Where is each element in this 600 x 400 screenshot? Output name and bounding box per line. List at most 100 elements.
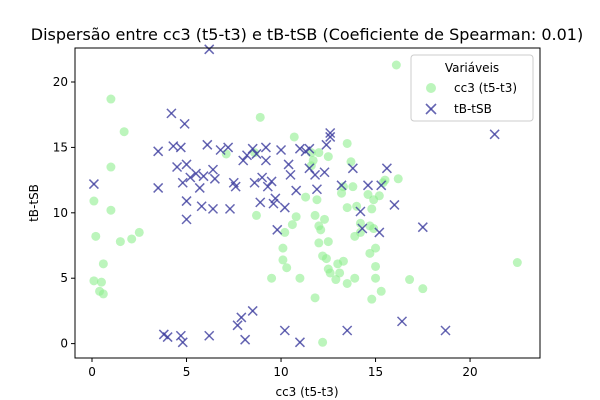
data-point-1-37 bbox=[323, 237, 333, 247]
data-point-2-57 bbox=[347, 163, 358, 174]
data-point-2-46 bbox=[294, 143, 305, 154]
plot-marks bbox=[88, 44, 522, 348]
legend-marker-circle bbox=[426, 83, 436, 93]
x-tick-label-0: 0 bbox=[88, 365, 96, 379]
y-tick-label-20: 20 bbox=[53, 75, 68, 89]
data-point-1-20 bbox=[278, 243, 288, 253]
data-point-1-50 bbox=[342, 203, 352, 213]
legend-label-series-1: cc3 (t5-t3) bbox=[454, 81, 517, 95]
data-point-1-26 bbox=[295, 273, 305, 283]
data-point-2-15 bbox=[194, 182, 205, 193]
data-point-2-43 bbox=[283, 159, 294, 170]
data-point-2-48 bbox=[304, 143, 315, 154]
data-point-1-72 bbox=[367, 294, 377, 304]
data-point-1-73 bbox=[376, 286, 386, 296]
data-point-1-65 bbox=[369, 224, 379, 234]
data-point-1-24 bbox=[287, 220, 297, 230]
data-point-2-38 bbox=[268, 198, 279, 209]
data-point-1-47 bbox=[338, 256, 348, 266]
data-point-1-9 bbox=[106, 162, 116, 172]
data-point-1-57 bbox=[346, 157, 356, 167]
data-point-2-1 bbox=[88, 179, 99, 190]
data-point-2-33 bbox=[257, 172, 268, 183]
legend: Variáveis cc3 (t5-t3) tB-tSB bbox=[410, 54, 534, 122]
data-point-1-49 bbox=[350, 273, 360, 283]
data-point-1-48 bbox=[342, 278, 352, 288]
x-axis: 0 5 10 15 20 bbox=[88, 358, 478, 379]
data-point-1-60 bbox=[355, 218, 365, 228]
data-point-1-79 bbox=[405, 275, 415, 285]
data-point-2-13 bbox=[185, 172, 196, 183]
data-point-2-36 bbox=[262, 181, 273, 192]
data-point-2-44 bbox=[285, 169, 296, 180]
data-point-2-41 bbox=[276, 144, 287, 156]
y-tick-label-5: 5 bbox=[60, 271, 68, 285]
data-point-1-25 bbox=[291, 212, 301, 222]
data-point-1-27 bbox=[289, 132, 299, 142]
data-point-2-54 bbox=[325, 127, 336, 139]
data-point-2-37 bbox=[266, 176, 277, 187]
data-point-2-51 bbox=[311, 184, 322, 195]
data-point-1-78 bbox=[393, 174, 403, 184]
data-point-2-81 bbox=[440, 325, 451, 336]
data-point-2-66 bbox=[489, 129, 500, 140]
data-point-2-29 bbox=[247, 143, 258, 154]
data-point-2-34 bbox=[260, 142, 271, 153]
x-tick-label-10: 10 bbox=[273, 365, 288, 379]
data-point-1-43 bbox=[325, 268, 335, 278]
data-point-1-59 bbox=[352, 201, 362, 211]
x-tick-label-5: 5 bbox=[183, 365, 191, 379]
data-point-2-70 bbox=[175, 330, 186, 341]
data-point-1-41 bbox=[310, 293, 320, 303]
x-tick-label-20: 20 bbox=[462, 365, 477, 379]
data-point-2-42 bbox=[279, 202, 290, 213]
data-point-2-67 bbox=[204, 44, 215, 55]
data-point-2-19 bbox=[207, 164, 219, 175]
data-point-1-23 bbox=[267, 273, 277, 283]
data-point-2-53 bbox=[325, 131, 336, 142]
data-point-2-10 bbox=[181, 159, 192, 170]
data-point-2-65 bbox=[417, 222, 428, 233]
data-point-1-77 bbox=[391, 60, 401, 70]
data-point-1-7 bbox=[89, 196, 99, 206]
data-point-1-71 bbox=[371, 273, 381, 283]
data-point-2-9 bbox=[179, 118, 190, 129]
data-point-1-55 bbox=[308, 155, 318, 165]
y-axis-label: tB-tSB bbox=[27, 184, 41, 222]
data-point-2-78 bbox=[294, 337, 305, 348]
data-point-2-6 bbox=[172, 161, 183, 173]
data-point-1-54 bbox=[314, 148, 324, 158]
data-point-2-32 bbox=[255, 197, 266, 208]
data-point-2-63 bbox=[381, 163, 392, 174]
data-point-1-42 bbox=[318, 337, 328, 347]
data-point-1-5 bbox=[98, 259, 108, 269]
x-tick-label-15: 15 bbox=[368, 365, 383, 379]
data-point-2-62 bbox=[376, 180, 387, 191]
data-point-2-69 bbox=[162, 332, 173, 343]
data-point-1-69 bbox=[365, 248, 375, 258]
x-axis-label: cc3 (t5-t3) bbox=[275, 385, 338, 399]
data-point-1-34 bbox=[314, 238, 324, 248]
data-point-1-10 bbox=[106, 94, 116, 104]
data-point-2-16 bbox=[198, 171, 209, 182]
legend-box bbox=[410, 54, 534, 122]
data-point-2-50 bbox=[310, 169, 321, 180]
data-point-1-36 bbox=[320, 214, 330, 224]
data-point-1-74 bbox=[374, 191, 384, 201]
data-point-2-7 bbox=[175, 142, 186, 153]
data-point-2-21 bbox=[207, 203, 219, 214]
data-point-2-30 bbox=[249, 177, 260, 188]
data-point-1-1 bbox=[89, 276, 99, 286]
data-point-1-68 bbox=[371, 243, 381, 253]
data-point-1-15 bbox=[221, 149, 231, 159]
data-point-2-76 bbox=[247, 305, 258, 316]
y-axis: 0 5 10 15 20 bbox=[53, 75, 75, 351]
legend-marker-x bbox=[425, 103, 437, 115]
data-point-1-76 bbox=[380, 175, 390, 185]
data-point-1-13 bbox=[127, 234, 137, 244]
data-point-2-14 bbox=[190, 168, 202, 179]
data-point-2-58 bbox=[355, 206, 366, 217]
data-point-1-4 bbox=[96, 277, 106, 287]
data-point-2-35 bbox=[260, 155, 271, 166]
data-point-1-6 bbox=[91, 231, 101, 241]
